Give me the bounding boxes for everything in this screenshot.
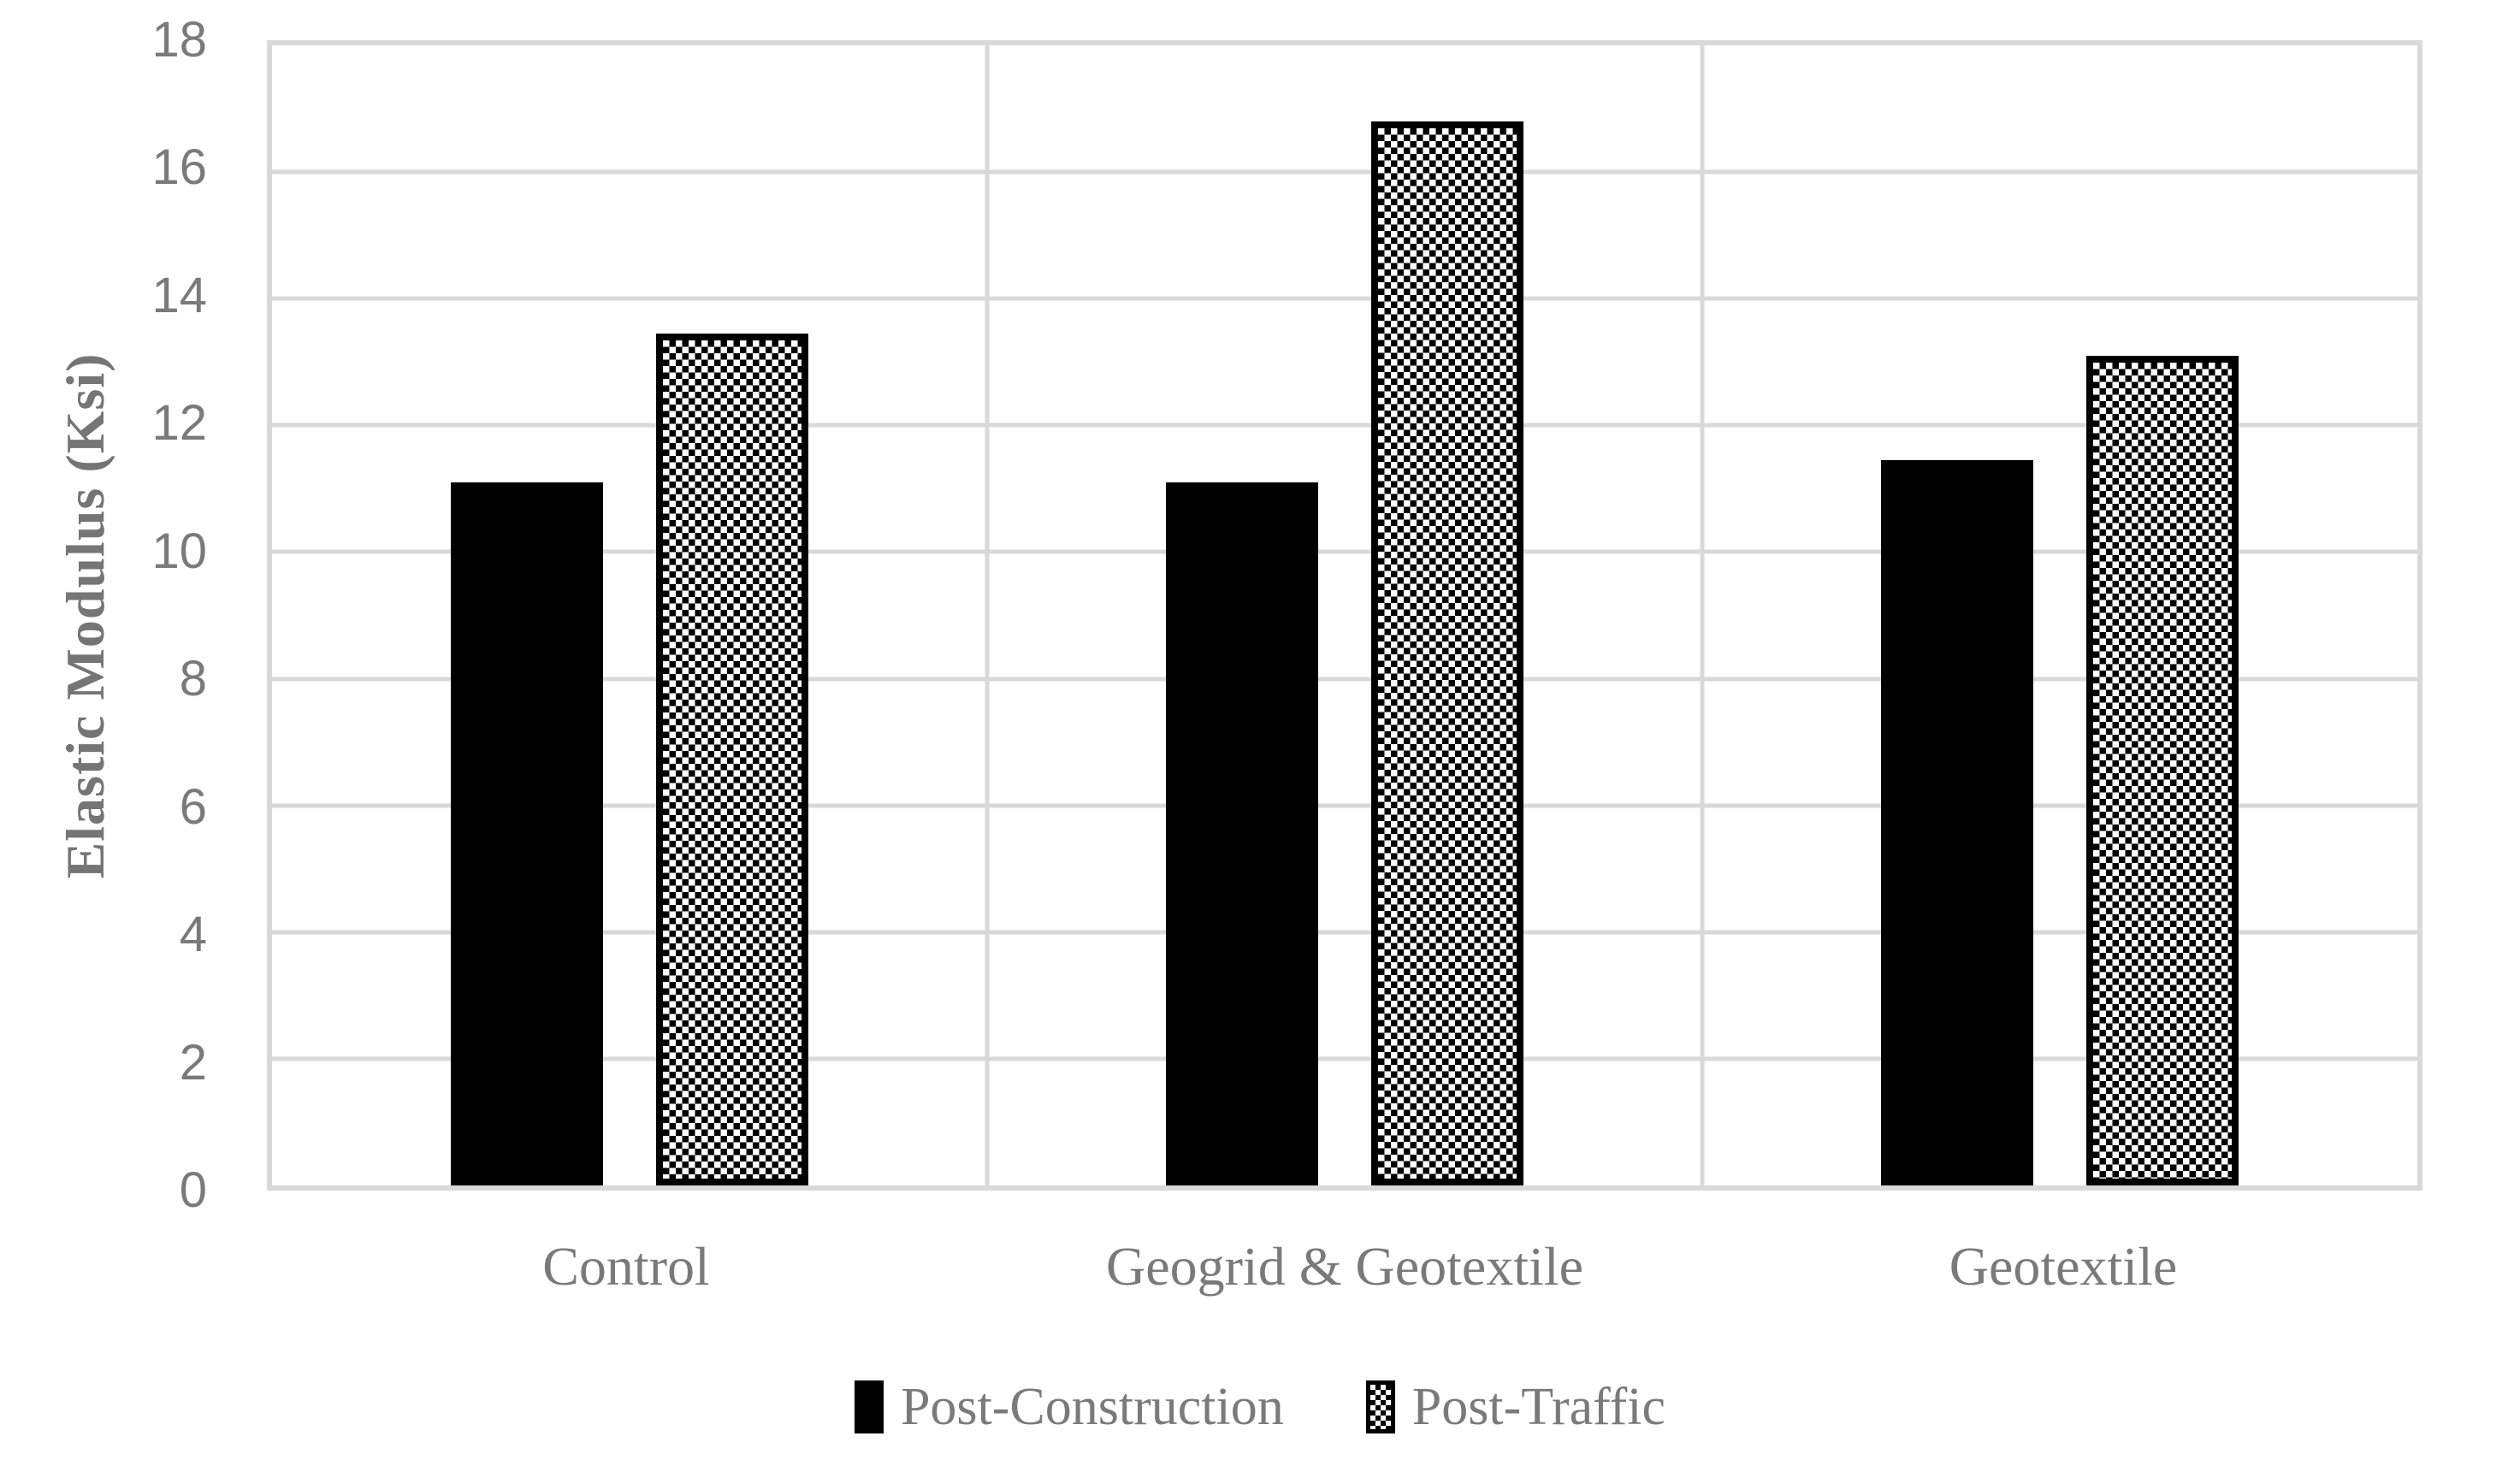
legend-item-post-construction: Post-Construction <box>854 1377 1284 1438</box>
legend-item-post-traffic: Post-Traffic <box>1365 1377 1666 1438</box>
bar-group-geogrid-geotextile <box>987 45 1702 1185</box>
bar-group-geotextile <box>1702 45 2417 1185</box>
gridline-y-16 <box>272 169 2417 174</box>
legend-swatch-solid-icon <box>854 1380 884 1433</box>
y-tick-label-2: 2 <box>179 1034 207 1091</box>
y-tick-label-16: 16 <box>151 139 207 196</box>
bar-post-construction-geogrid-geotextile <box>1166 482 1318 1185</box>
gridline-y-2 <box>272 1056 2417 1061</box>
y-tick-label-18: 18 <box>151 12 207 68</box>
y-tick-label-10: 10 <box>151 523 207 579</box>
y-tick-label-14: 14 <box>151 267 207 323</box>
gridline-y-6 <box>272 803 2417 808</box>
bar-post-construction-geotextile <box>1881 460 2033 1185</box>
y-tick-label-0: 0 <box>179 1162 207 1218</box>
bar-post-traffic-geotextile <box>2086 355 2239 1185</box>
gridline-y-4 <box>272 930 2417 935</box>
plot-area <box>267 40 2422 1191</box>
x-axis-category-labels: Control Geogrid & Geotextile Geotextile <box>267 1228 2422 1305</box>
y-tick-label-12: 12 <box>151 395 207 452</box>
gridline-y-10 <box>272 549 2417 554</box>
gridline-x-separator-2 <box>1700 45 1705 1185</box>
legend-swatch-checker-icon <box>1365 1380 1395 1433</box>
bar-post-traffic-geogrid-geotextile <box>1371 121 1523 1185</box>
legend: Post-Construction Post-Traffic <box>0 1368 2520 1445</box>
x-category-label-control: Control <box>542 1236 710 1297</box>
y-tick-label-8: 8 <box>179 651 207 707</box>
gridline-y-14 <box>272 296 2417 301</box>
bar-group-control <box>272 45 987 1185</box>
legend-label-post-traffic: Post-Traffic <box>1411 1377 1666 1436</box>
gridline-y-12 <box>272 423 2417 428</box>
bar-post-construction-control <box>451 482 603 1185</box>
bar-post-traffic-control <box>656 333 808 1185</box>
gridline-x-separator-1 <box>985 45 990 1185</box>
legend-label-post-construction: Post-Construction <box>900 1377 1284 1436</box>
x-category-label-geotextile: Geotextile <box>1949 1236 2178 1297</box>
y-tick-label-4: 4 <box>179 907 207 963</box>
y-axis-tick-labels: 0 2 4 6 8 10 12 14 16 18 <box>0 15 207 1215</box>
x-category-label-geogrid-geotextile: Geogrid & Geotextile <box>1105 1236 1584 1297</box>
gridline-y-8 <box>272 677 2417 682</box>
y-tick-label-6: 6 <box>179 778 207 835</box>
